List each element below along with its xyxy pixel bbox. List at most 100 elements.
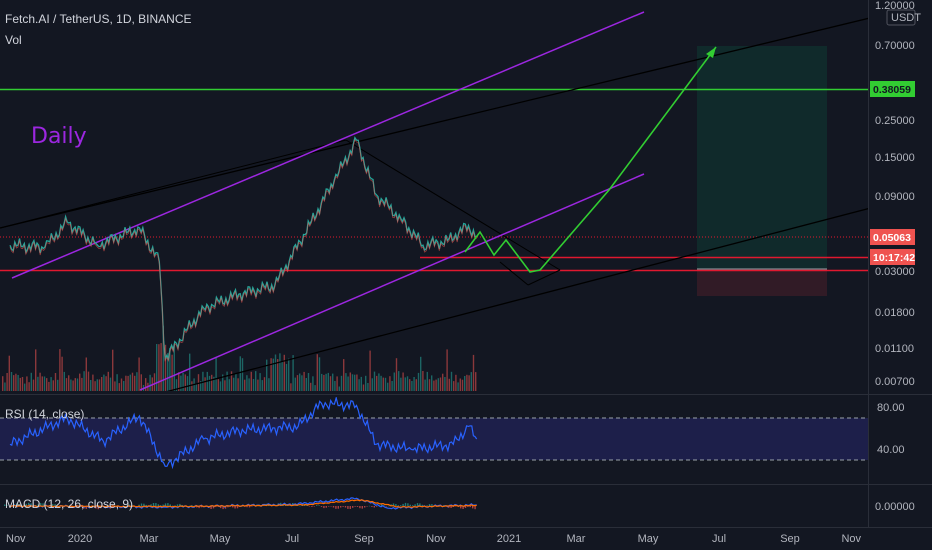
channel-lower[interactable] bbox=[139, 173, 645, 391]
volume-bar bbox=[19, 377, 21, 391]
volume-legend[interactable]: Vol bbox=[5, 33, 22, 47]
resistance-tag: 0.38059 bbox=[873, 84, 911, 96]
macd-bar bbox=[251, 506, 253, 507]
volume-bar bbox=[195, 383, 197, 391]
projection-base-a[interactable] bbox=[499, 261, 529, 286]
macd-bar bbox=[320, 506, 323, 507]
volume-bar bbox=[406, 376, 409, 391]
rsi-band bbox=[0, 418, 868, 460]
macd-bar bbox=[215, 506, 217, 508]
volume-bars bbox=[2, 325, 477, 391]
volume-bar bbox=[285, 364, 288, 391]
volume-bar bbox=[455, 374, 457, 391]
time-axis[interactable]: Nov 2020 Mar May Jul Sep Nov 2021 Mar May Jul Sep No… bbox=[6, 533, 861, 545]
macd-bar bbox=[313, 506, 315, 507]
macd-bar bbox=[335, 506, 337, 509]
volume-bar bbox=[202, 371, 204, 391]
volume-bar bbox=[400, 377, 402, 391]
volume-bar bbox=[200, 381, 202, 391]
volume-bar bbox=[470, 372, 472, 391]
rsi-legend[interactable]: RSI (14, close) bbox=[5, 407, 84, 421]
macd-bar bbox=[131, 505, 133, 506]
price-series-shadow bbox=[9, 138, 477, 363]
volume-bar bbox=[277, 359, 279, 391]
macd-bar bbox=[450, 506, 452, 508]
target-zone[interactable] bbox=[697, 46, 827, 269]
volume-bar bbox=[37, 376, 39, 391]
time-tick-label: Nov bbox=[841, 533, 861, 545]
volume-bar bbox=[138, 357, 140, 391]
volume-bar bbox=[239, 356, 241, 391]
volume-bar bbox=[382, 377, 384, 391]
volume-bar bbox=[345, 373, 347, 391]
projection-base-b[interactable] bbox=[527, 269, 561, 286]
macd-bar bbox=[145, 504, 147, 506]
macd-bar bbox=[169, 504, 171, 506]
macd-bar bbox=[162, 504, 164, 506]
descending-line[interactable] bbox=[345, 139, 561, 271]
macd-bar bbox=[373, 506, 375, 508]
macd-bar bbox=[407, 503, 409, 506]
time-tick-label: May bbox=[638, 533, 659, 545]
volume-bar bbox=[272, 358, 274, 391]
projection-path[interactable] bbox=[464, 46, 717, 273]
volume-bar bbox=[153, 373, 156, 391]
stop-zone[interactable] bbox=[697, 269, 827, 296]
macd-bar bbox=[462, 506, 464, 509]
last-price-tag-bg bbox=[870, 229, 915, 245]
signal-series[interactable] bbox=[9, 499, 477, 509]
projection-arrowhead bbox=[706, 47, 716, 58]
macd-bar bbox=[20, 505, 23, 506]
volume-bar bbox=[237, 378, 239, 391]
macd-bar bbox=[330, 506, 332, 507]
macd-bar bbox=[364, 506, 366, 508]
last-price-tag: 0.05063 bbox=[873, 232, 911, 244]
price-tick-label: 0.01100 bbox=[875, 343, 914, 355]
volume-bar bbox=[343, 359, 345, 391]
macd-bar bbox=[212, 506, 215, 509]
volume-bar bbox=[391, 381, 393, 391]
price-axis[interactable]: 1.20000 0.70000 0.25000 0.15000 0.09000 0.030… bbox=[875, 0, 915, 513]
volume-bar bbox=[409, 379, 411, 391]
volume-bar bbox=[261, 380, 263, 391]
macd-bar bbox=[419, 503, 421, 506]
volume-bar bbox=[197, 374, 200, 391]
currency-badge[interactable] bbox=[886, 9, 916, 26]
macd-bar bbox=[385, 506, 387, 507]
lower-trendline[interactable] bbox=[150, 192, 932, 396]
symbol-legend[interactable]: Fetch.AI / TetherUS, 1D, BINANCE bbox=[5, 12, 192, 26]
macd-bar bbox=[164, 503, 167, 506]
volume-bar bbox=[314, 385, 316, 391]
peak-connector[interactable] bbox=[0, 139, 347, 229]
volume-bar bbox=[41, 376, 43, 391]
volume-bar bbox=[457, 382, 459, 391]
channel-upper[interactable] bbox=[11, 11, 645, 279]
macd-bar bbox=[42, 503, 44, 506]
rsi-series[interactable] bbox=[9, 397, 478, 470]
volume-bar bbox=[26, 376, 28, 391]
price-series[interactable] bbox=[9, 136, 477, 362]
macd-bar bbox=[299, 505, 301, 507]
macd-bar bbox=[390, 504, 392, 506]
macd-bar bbox=[361, 506, 363, 509]
upper-trendline[interactable] bbox=[0, 3, 932, 229]
macd-bar bbox=[210, 506, 212, 509]
volume-bar bbox=[281, 361, 283, 391]
macd-bar bbox=[128, 504, 131, 506]
volume-bar bbox=[334, 381, 336, 391]
volume-bar bbox=[162, 325, 164, 391]
volume-bar bbox=[114, 381, 116, 391]
volume-bar bbox=[472, 354, 475, 391]
volume-bar bbox=[340, 375, 343, 391]
volume-bar bbox=[358, 379, 360, 391]
volume-bar bbox=[444, 377, 446, 391]
volume-bar bbox=[48, 381, 50, 391]
macd-bar bbox=[160, 505, 162, 506]
volume-bar bbox=[171, 354, 173, 391]
volume-bar bbox=[321, 373, 323, 391]
timeframe-annotation[interactable]: Daily bbox=[31, 124, 87, 149]
volume-bar bbox=[17, 375, 19, 391]
macd-bar bbox=[402, 503, 404, 506]
macd-legend[interactable]: MACD (12, 26, close, 9) bbox=[5, 497, 133, 511]
